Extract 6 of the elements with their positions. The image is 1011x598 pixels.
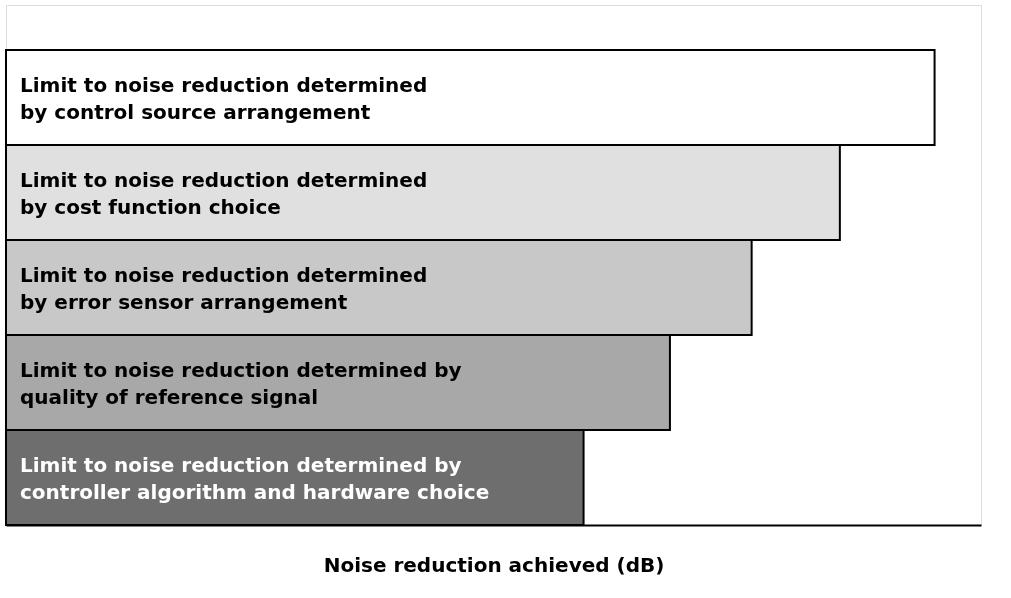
y-tick-label: Limit to noise reduction determined by error sensor arrangement [20, 262, 428, 314]
y-tick-label: Limit to noise reduction determined by control source arrangement [20, 72, 428, 124]
y-tick-label: Limit to noise reduction determined by controller algorithm and hardware choice [20, 452, 490, 504]
x-axis-title: Noise reduction achieved (dB) [323, 552, 665, 577]
y-tick-label: Limit to noise reduction determined by cost function choice [20, 167, 428, 219]
y-tick-label: Limit to noise reduction determined by quality of reference signal [20, 357, 462, 409]
